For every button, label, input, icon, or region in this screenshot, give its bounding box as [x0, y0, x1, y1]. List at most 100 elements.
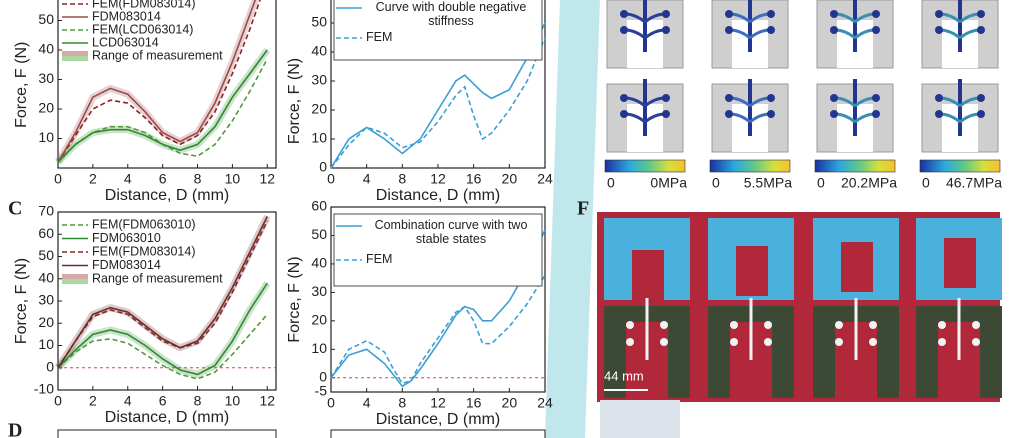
fem-joint: [872, 26, 880, 34]
series-line: [57, 282, 268, 376]
x-tick-label: 12: [259, 393, 275, 409]
x-tick-label: 4: [124, 393, 132, 409]
series-line: [57, 0, 261, 163]
legend-range-swatch: [62, 51, 88, 56]
photo-joint: [835, 338, 843, 346]
legend-label: FEM(LCD063014): [92, 22, 193, 36]
y-axis-title: Force, F (N): [286, 58, 303, 144]
fem-joint: [977, 110, 985, 118]
legend-label-box: FEM: [366, 30, 393, 44]
fem-joint: [830, 110, 838, 118]
y-axis-title: Force, F (N): [286, 256, 303, 342]
y-tick-label: 60: [311, 198, 327, 214]
legend-label: Range of measurement: [92, 48, 223, 62]
photo-joint: [660, 338, 668, 346]
photo-joint: [972, 321, 980, 329]
y-tick-label: 70: [38, 203, 54, 219]
fem-joint: [620, 94, 628, 102]
x-axis-title: Distance, D (mm): [105, 409, 229, 426]
y-tick-label: 10: [311, 340, 327, 356]
colorbar: [709, 159, 791, 173]
panel-label: C: [8, 198, 22, 220]
fem-joint: [620, 110, 628, 118]
fem-joint: [662, 110, 670, 118]
x-tick-label: 0: [327, 395, 335, 411]
y-tick-label: 40: [311, 255, 327, 271]
y-tick-label: 50: [38, 11, 54, 27]
legend-label-box: Curve with double negative stiffness: [376, 0, 527, 28]
x-tick-label: 4: [124, 171, 132, 187]
photo-joint: [835, 321, 843, 329]
x-axis-title: Distance, D (mm): [105, 187, 229, 204]
legend-range-swatch: [62, 279, 88, 284]
x-tick-label: 2: [89, 393, 97, 409]
series-line: [57, 216, 268, 369]
legend-frame: [333, 0, 543, 61]
photo-joint: [626, 338, 634, 346]
photo-joint: [730, 321, 738, 329]
fem-joint: [830, 94, 838, 102]
y-tick-label: 10: [311, 130, 327, 146]
legend-label: FEM(FDM063010): [92, 217, 196, 231]
y-tick-label: 10: [38, 129, 54, 145]
scale-bar-label: 44 mm: [604, 368, 644, 383]
colorbar: [814, 159, 896, 173]
y-tick-label: 50: [38, 247, 54, 263]
y-tick-label: 20: [311, 101, 327, 117]
fem-joint: [662, 10, 670, 18]
y-tick-label: 50: [311, 14, 327, 30]
fem-joint: [830, 10, 838, 18]
y-tick-label: 10: [38, 336, 54, 352]
legend-range-swatch: [62, 56, 88, 61]
measurement-range: [55, 281, 271, 378]
fem-joint: [725, 26, 733, 34]
colorbar-min: 0: [922, 175, 930, 191]
colorbar-max: 20.2MPa: [841, 175, 897, 191]
legend-label-box: Combination curve with two stable states: [375, 218, 528, 246]
series-line: [330, 274, 546, 385]
photo-joint: [626, 321, 634, 329]
fem-joint: [662, 26, 670, 34]
x-tick-label: 16: [466, 171, 482, 187]
legend-range-swatch: [62, 274, 88, 279]
colorbar-min: 0: [817, 175, 825, 191]
photo-joint: [972, 338, 980, 346]
legend-label: FDM063010: [92, 231, 161, 245]
legend-label: FDM083014: [92, 258, 161, 272]
y-tick-label: 30: [38, 292, 54, 308]
colorbar-min: 0: [607, 175, 615, 191]
photo-joint: [938, 338, 946, 346]
x-tick-label: 20: [502, 395, 518, 411]
cropped-chart-frame: [57, 429, 277, 438]
fem-joint: [725, 10, 733, 18]
decor-band: [545, 0, 600, 438]
y-tick-label: 60: [38, 225, 54, 241]
fem-joint: [725, 94, 733, 102]
x-tick-label: 8: [398, 395, 406, 411]
x-tick-label: 8: [194, 393, 202, 409]
legend-label: FEM: [366, 30, 393, 44]
x-tick-label: 16: [466, 395, 482, 411]
fem-joint: [725, 110, 733, 118]
x-axis-title: Distance, D (mm): [376, 187, 500, 204]
y-tick-label: 40: [38, 41, 54, 57]
series-line: [57, 220, 268, 369]
series-line: [330, 229, 546, 388]
fem-joint: [767, 26, 775, 34]
x-tick-label: 8: [398, 171, 406, 187]
x-tick-label: 10: [225, 393, 241, 409]
y-tick-label: 30: [311, 72, 327, 88]
colorbar-min: 0: [712, 175, 720, 191]
y-tick-label: 40: [311, 43, 327, 59]
x-tick-label: 20: [502, 171, 518, 187]
x-tick-label: 12: [430, 171, 446, 187]
fem-joint: [935, 94, 943, 102]
x-tick-label: 24: [537, 395, 553, 411]
fem-joint: [977, 94, 985, 102]
photo-joint: [869, 321, 877, 329]
fem-joint: [767, 10, 775, 18]
x-tick-label: 0: [54, 171, 62, 187]
photo-slot: [944, 238, 976, 288]
x-axis-title: Distance, D (mm): [376, 411, 500, 428]
legend-label-box: FEM: [366, 252, 392, 266]
